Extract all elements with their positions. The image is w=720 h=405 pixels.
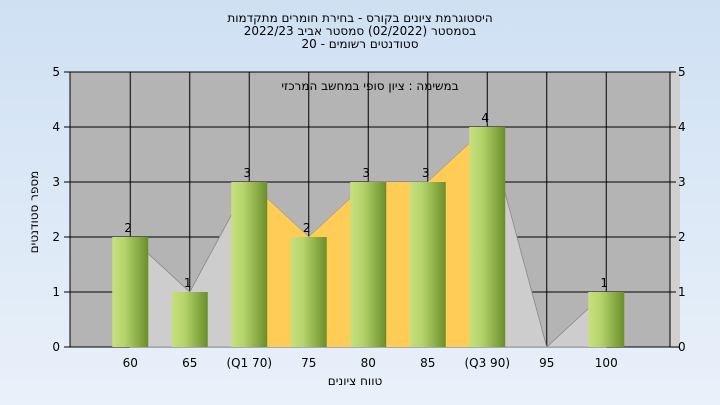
bar-value-label: 3 [362,166,370,180]
bar [350,182,387,347]
bar [469,127,506,347]
y-tick-label-right: 2 [678,230,686,244]
bar [231,182,268,347]
y-tick-label-right: 1 [678,285,686,299]
y-tick-label-right: 0 [678,340,686,354]
y-tick-label-left: 0 [52,340,60,354]
y-tick-label-left: 3 [52,175,60,189]
y-tick-label-right: 4 [678,120,686,134]
x-tick-label: 95 [539,356,554,370]
plot-side-wall [670,72,680,348]
y-tick-label-left: 5 [52,65,60,79]
chart-annotation: במשימה : ציון סופי במחשב המרכזי [281,79,458,93]
bar-value-label: 2 [303,221,311,235]
y-tick-label-right: 3 [678,175,686,189]
x-tick-label: 60 [123,356,138,370]
bar-value-label: 3 [243,166,251,180]
bar [171,292,208,347]
bar-value-label: 1 [600,276,608,290]
y-tick-label-left: 4 [52,120,60,134]
bar [290,237,327,347]
x-axis-title: טווח ציונים [328,374,383,388]
x-tick-label: 75 [301,356,316,370]
y-tick-label-left: 2 [52,230,60,244]
bar-value-label: 1 [184,276,192,290]
bar-value-label: 4 [481,111,489,125]
x-tick-label: 80 [361,356,376,370]
bar [409,182,446,347]
chart-title-line-3: סטודנטים רשומים - 20 [301,37,419,51]
bar [588,292,625,347]
x-tick-label: 85 [420,356,435,370]
x-tick-label: 100 [595,356,618,370]
y-tick-label-right: 5 [678,65,686,79]
chart-title-line-2: בסמסטר (02/2022) סמסטר אביב 2022/23 [243,24,477,38]
x-tick-label: 65 [182,356,197,370]
x-tick-label: (Q3 90) [464,356,510,370]
y-tick-label-left: 1 [52,285,60,299]
y-axis-title: מספר סטודנטים [27,171,41,254]
chart-title-line-1: היסטוגרמת ציונים בקורס - בחירת חומרים מת… [227,11,493,25]
bar-value-label: 2 [124,221,132,235]
bar-value-label: 3 [422,166,430,180]
x-tick-label: (Q1 70) [226,356,272,370]
bar [112,237,149,347]
